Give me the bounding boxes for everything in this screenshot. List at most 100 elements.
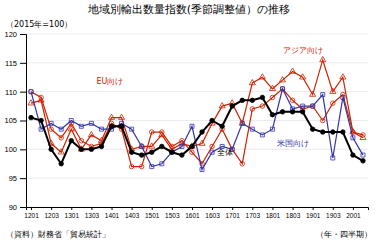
point xyxy=(351,153,356,158)
point xyxy=(310,127,315,132)
point xyxy=(39,127,43,131)
series xyxy=(29,87,365,172)
x-tick-label: 1801 xyxy=(266,212,281,219)
point xyxy=(190,144,195,149)
plot: 9095100105110115120120112031301130314011… xyxy=(4,30,368,219)
annotation: アジア向け xyxy=(283,46,323,55)
point xyxy=(130,127,134,131)
x-tick-label: 1203 xyxy=(44,212,59,219)
point xyxy=(170,150,175,155)
series-line xyxy=(31,97,363,163)
x-tick-label: 1201 xyxy=(24,212,39,219)
x-tick-label: 1403 xyxy=(125,212,140,219)
grid-line xyxy=(26,120,368,121)
point xyxy=(230,104,235,109)
point xyxy=(160,144,165,149)
point xyxy=(279,77,285,82)
point xyxy=(311,104,315,108)
point xyxy=(269,85,275,90)
x-tick-mark xyxy=(272,207,273,210)
x-tick-mark xyxy=(91,207,92,210)
point xyxy=(300,110,305,115)
x-tick-mark xyxy=(252,207,253,210)
point xyxy=(190,124,194,128)
point xyxy=(39,118,44,123)
point xyxy=(220,124,225,129)
x-tick-label: 1701 xyxy=(225,212,240,219)
annotation: 米国向け xyxy=(277,139,309,148)
point xyxy=(320,56,326,61)
y-tick-label: 105 xyxy=(4,116,17,125)
point xyxy=(190,150,195,155)
point xyxy=(210,150,214,154)
annotations: アジア向けEU向け全体米国向け xyxy=(96,46,322,157)
x-tick: 1501 xyxy=(145,207,160,219)
y-tick-label: 95 xyxy=(9,174,17,183)
grid-line xyxy=(26,91,368,92)
series xyxy=(29,87,365,169)
point xyxy=(310,91,316,96)
chart: 地域別輸出数量指数(季節調整値）の推移（2015年=100）（資料）財務省「貿易… xyxy=(0,0,378,241)
x-tick-mark xyxy=(313,207,314,210)
grid-line xyxy=(26,178,368,179)
y-tick-mark xyxy=(20,34,26,35)
y-tick: 110 xyxy=(5,88,26,97)
x-tick-label: 1501 xyxy=(145,212,160,219)
y-tick: 120 xyxy=(4,30,26,39)
point xyxy=(260,133,264,137)
point xyxy=(58,149,64,154)
point xyxy=(200,130,205,135)
point xyxy=(59,161,64,166)
point xyxy=(290,68,296,73)
x-tick: 1303 xyxy=(85,207,100,219)
point xyxy=(361,159,366,164)
point xyxy=(69,138,74,143)
x-tick-mark xyxy=(71,207,72,210)
point xyxy=(149,143,155,148)
x-tick: 1703 xyxy=(246,207,261,219)
point xyxy=(341,130,346,135)
point xyxy=(99,144,104,149)
point xyxy=(108,114,114,119)
y-tick: 90 xyxy=(9,203,26,212)
point xyxy=(89,147,94,152)
x-axis: 1201120313011303140114031501150316011603… xyxy=(24,207,368,219)
point xyxy=(150,165,154,169)
point xyxy=(331,101,336,106)
point xyxy=(49,147,54,152)
x-tick-label: 1301 xyxy=(65,212,80,219)
title: 地域別輸出数量指数(季節調整値）の推移 xyxy=(87,3,290,16)
point xyxy=(240,161,245,166)
point xyxy=(341,92,346,97)
x-tick-mark xyxy=(172,207,173,210)
point xyxy=(29,115,34,120)
point xyxy=(149,130,154,135)
point xyxy=(29,90,33,94)
y-tick-mark xyxy=(20,207,26,208)
x-tick: 1203 xyxy=(44,207,59,219)
x-tick-mark xyxy=(353,207,354,210)
point xyxy=(180,144,184,148)
x-axis-line xyxy=(27,208,369,211)
y-tick-mark xyxy=(20,178,26,179)
grid-line xyxy=(26,62,368,63)
point xyxy=(219,103,225,108)
point xyxy=(290,98,295,103)
point xyxy=(59,127,63,131)
x-tick: 1201 xyxy=(24,207,39,219)
x-tick-mark xyxy=(232,207,233,210)
x-tick: 1601 xyxy=(185,207,200,219)
x-tick-mark xyxy=(212,207,213,210)
y-tick-label: 110 xyxy=(5,88,17,97)
point xyxy=(330,88,336,93)
point xyxy=(149,150,154,155)
point xyxy=(129,164,134,169)
y-axis: 9095100105110115120 xyxy=(4,30,26,212)
x-tick: 1903 xyxy=(326,207,341,219)
source: （資料）財務省「貿易統計」 xyxy=(6,230,110,239)
x-tick: 1503 xyxy=(165,207,180,219)
x-tick-mark xyxy=(31,207,32,210)
x-tick: 1901 xyxy=(306,207,321,219)
x-tick: 1603 xyxy=(205,207,220,219)
y-tick-mark xyxy=(20,92,26,93)
